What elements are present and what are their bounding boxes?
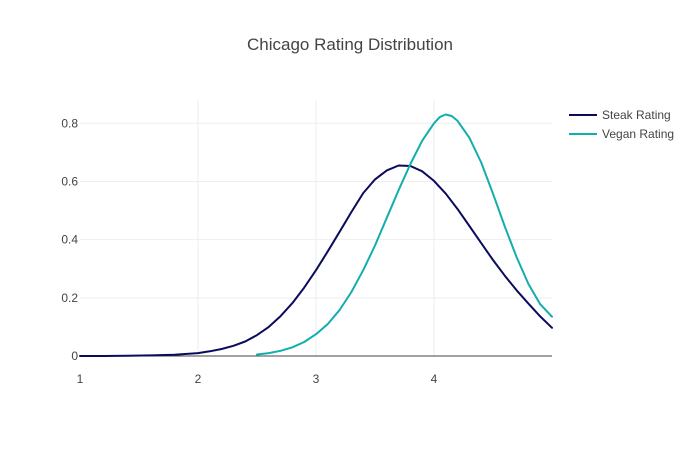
x-tick-label: 3 <box>313 372 320 386</box>
legend-item[interactable]: Steak Rating <box>569 108 671 122</box>
y-tick-label: 0.2 <box>61 291 78 305</box>
chart-title: Chicago Rating Distribution <box>247 35 453 54</box>
y-tick-label: 0.8 <box>61 116 78 130</box>
x-tick-label: 4 <box>431 372 438 386</box>
grid <box>80 100 552 356</box>
x-tick-label: 2 <box>195 372 202 386</box>
series-lines <box>79 113 553 357</box>
y-tick-label: 0.4 <box>61 233 78 247</box>
x-tick-label: 1 <box>77 372 84 386</box>
legend[interactable]: Steak Rating Vegan Rating <box>569 108 674 141</box>
y-tick-label: 0 <box>71 349 78 363</box>
series-line[interactable] <box>256 113 553 356</box>
series-line[interactable] <box>79 164 553 357</box>
legend-item[interactable]: Vegan Rating <box>569 127 674 141</box>
legend-label: Vegan Rating <box>602 127 674 141</box>
y-tick-label: 0.6 <box>61 174 78 188</box>
legend-label: Steak Rating <box>602 108 671 122</box>
